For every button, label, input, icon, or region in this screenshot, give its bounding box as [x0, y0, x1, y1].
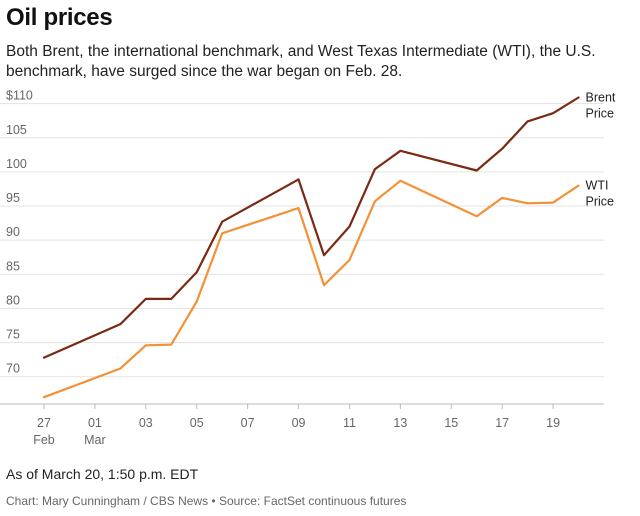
series-line-brent	[42, 96, 580, 359]
x-tick-label: 03	[139, 416, 153, 430]
y-tick-label: 80	[6, 293, 20, 307]
x-tick-label: 07	[241, 416, 255, 430]
y-tick-label: 100	[6, 157, 27, 171]
series-label-wti: Price	[586, 195, 615, 209]
x-tick-label: 17	[495, 416, 509, 430]
series-line-wti	[42, 179, 580, 399]
y-axis-ticks: 70 75 80 85 90 95 100 105 $110	[6, 89, 33, 376]
y-tick-label: $110	[6, 89, 33, 103]
series-label-brent: Brent	[586, 91, 616, 105]
series-label-brent: Price	[586, 107, 615, 121]
series-labels: Brent Price WTI Price	[586, 91, 616, 209]
x-tick-label: 27	[37, 416, 51, 430]
x-tick-label: 13	[393, 416, 407, 430]
x-tick-label: 09	[292, 416, 306, 430]
y-tick-label: 90	[6, 225, 20, 239]
y-tick-label: 75	[6, 328, 20, 342]
series-lines	[42, 96, 580, 399]
series-label-wti: WTI	[586, 179, 609, 193]
x-tick-label: 19	[546, 416, 560, 430]
x-tick-label: 05	[190, 416, 204, 430]
chart-title: Oil prices	[6, 4, 113, 31]
x-tick-label: 15	[444, 416, 458, 430]
x-tick-label: 01	[88, 416, 102, 430]
x-tick-sublabel: Mar	[84, 433, 106, 447]
timestamp-note: As of March 20, 1:50 p.m. EDT	[6, 466, 199, 482]
x-tick-label: 11	[343, 416, 356, 430]
x-tick-sublabel: Feb	[33, 433, 55, 447]
gridlines	[0, 103, 604, 378]
y-tick-label: 105	[6, 123, 27, 137]
y-tick-label: 85	[6, 259, 20, 273]
x-axis: 27 Feb 01 Mar 03 05 07 09 11 13 15 17 19	[0, 403, 604, 447]
source-credit: Chart: Mary Cunningham / CBS News • Sour…	[6, 494, 407, 508]
y-tick-label: 70	[6, 362, 20, 376]
chart-subtitle: Both Brent, the international benchmark,…	[6, 43, 596, 80]
y-tick-label: 95	[6, 191, 20, 205]
